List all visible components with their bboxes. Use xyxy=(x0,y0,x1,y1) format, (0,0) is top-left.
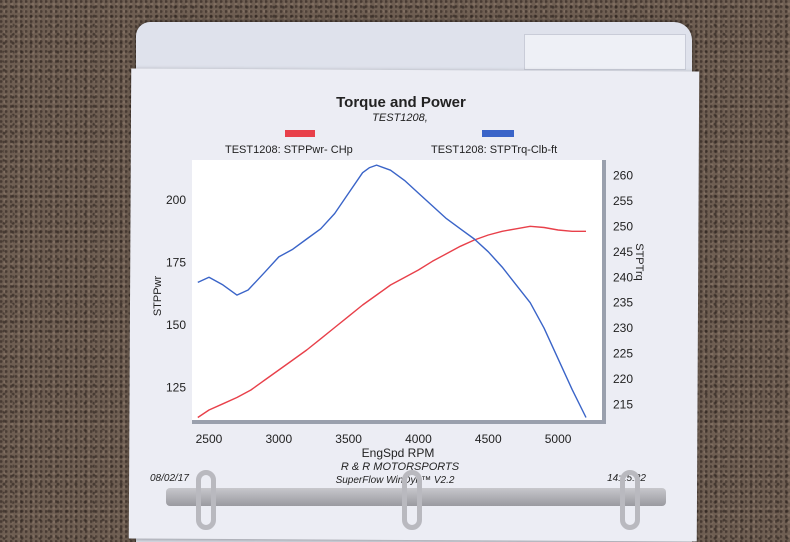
x-axis-label: EngSpd RPM xyxy=(362,446,435,460)
binder-ring-bar xyxy=(166,488,666,506)
x-tick-label-3500: 3500 xyxy=(335,432,362,446)
x-tick-label-3000: 3000 xyxy=(265,432,292,446)
y-right-axis-label: STPTrq xyxy=(633,243,645,281)
power-series-line xyxy=(197,225,586,419)
dyno-chart: Torque and Power TEST1208, TEST1208: STP… xyxy=(150,94,646,486)
x-tick-label-4500: 4500 xyxy=(475,432,502,446)
y-right-tick-label-230: 230 xyxy=(613,321,633,335)
plot-area xyxy=(192,160,602,422)
y-left-tick-label-200: 200 xyxy=(166,193,186,207)
y-left-tick-label-125: 125 xyxy=(166,381,186,395)
y-right-tick-label-250: 250 xyxy=(613,219,633,233)
legend-swatch-power xyxy=(285,130,315,137)
y-right-tick-label-225: 225 xyxy=(613,347,633,361)
chart-title: Torque and Power xyxy=(336,94,466,111)
binder-ring-middle xyxy=(402,470,422,530)
legend-label-torque: TEST1208: STPTrq-Clb-ft xyxy=(431,144,557,156)
y-right-tick-label-215: 215 xyxy=(613,398,633,412)
y-right-tick-label-240: 240 xyxy=(613,270,633,284)
torque-series-line xyxy=(197,164,587,418)
y-left-tick-label-150: 150 xyxy=(166,318,186,332)
y-right-tick-label-245: 245 xyxy=(613,245,633,259)
y-left-axis-label: STPPwr xyxy=(152,275,164,316)
y-right-tick-label-255: 255 xyxy=(613,194,633,208)
footer-date: 08/02/17 xyxy=(150,473,189,484)
legend-swatch-torque xyxy=(482,130,514,137)
binder-ring-left xyxy=(196,470,216,530)
y-right-tick-label-220: 220 xyxy=(613,372,633,386)
x-tick-label-2500: 2500 xyxy=(196,432,223,446)
binder-ring-right xyxy=(620,470,640,530)
y-right-tick-label-235: 235 xyxy=(613,296,633,310)
x-tick-label-4000: 4000 xyxy=(405,432,432,446)
footer-software: SuperFlow WinDyn™ V2.2 xyxy=(336,475,455,486)
legend-label-power: TEST1208: STPPwr- CHp xyxy=(225,144,353,156)
y-right-tick-label-260: 260 xyxy=(613,168,633,182)
footer-company: R & R MOTORSPORTS xyxy=(341,461,460,473)
y-left-tick-label-175: 175 xyxy=(166,256,186,270)
chart-subtitle: TEST1208, xyxy=(372,112,428,124)
x-tick-label-5000: 5000 xyxy=(545,432,572,446)
binder-tab xyxy=(524,34,686,70)
